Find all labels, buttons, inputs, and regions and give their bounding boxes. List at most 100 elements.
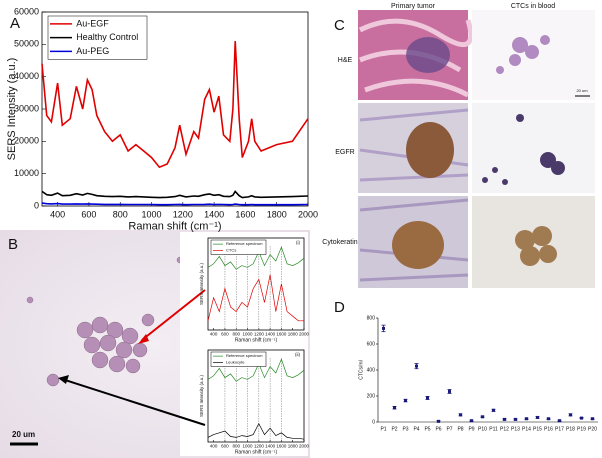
- cell-cluster: [26, 256, 184, 387]
- series-line: [207, 246, 305, 270]
- x-tick-label: 600: [221, 444, 229, 449]
- legend-label: Reference spectrum: [226, 353, 263, 358]
- y-tick-label: 0: [372, 419, 375, 425]
- y-tick-label: 200: [367, 393, 376, 399]
- arrow: [141, 289, 206, 341]
- panel-label: D: [334, 299, 345, 316]
- x-axis-label: Raman shift (cm⁻¹): [235, 450, 278, 456]
- data-point: [382, 326, 385, 330]
- plot-frame: [207, 237, 305, 331]
- legend-label: Au-EGF: [76, 18, 109, 28]
- x-tick-label: P1: [380, 426, 386, 432]
- y-axis-label: CTCs/ml: [358, 360, 364, 379]
- x-tick-label: 400: [50, 209, 65, 219]
- x-axis-label: Raman shift (cm⁻¹): [128, 221, 221, 233]
- data-point: [492, 408, 495, 412]
- data-point: [536, 415, 539, 419]
- column-header: Primary tumor: [391, 3, 436, 10]
- row-label: EGFR: [335, 149, 354, 156]
- y-tick-label: 400: [367, 367, 376, 373]
- data-point: [547, 417, 550, 421]
- y-tick-label: 30000: [14, 103, 39, 113]
- y-tick-label: 10000: [14, 168, 39, 178]
- x-tick-label: P7: [446, 426, 452, 432]
- scale-bar-label: 20 um: [12, 430, 35, 439]
- y-tick-label: 40000: [14, 71, 39, 81]
- data-point: [525, 417, 528, 421]
- x-tick-label: 800: [232, 444, 240, 449]
- legend-box: [210, 351, 267, 367]
- x-tick-label: 1000: [243, 444, 254, 449]
- arrow-head: [138, 334, 149, 344]
- micrograph-grid: [358, 10, 595, 288]
- y-axis-label: SERS Intensity (a.u.): [199, 262, 204, 305]
- data-point: [558, 419, 561, 423]
- data-point: [426, 396, 429, 400]
- x-tick-label: 1600: [276, 332, 287, 337]
- x-tick-label: P13: [511, 426, 520, 432]
- panel-label: A: [10, 15, 20, 32]
- series-line: [207, 422, 305, 440]
- x-tick-label: 1200: [254, 332, 265, 337]
- x-tick-label: P5: [424, 426, 430, 432]
- x-tick-label: P3: [402, 426, 408, 432]
- arrow-head: [58, 375, 69, 384]
- x-tick-label: 1800: [288, 332, 299, 337]
- x-tick-label: 1200: [254, 444, 265, 449]
- x-tick-label: P17: [555, 426, 564, 432]
- x-axis-label: Raman shift (cm⁻¹): [235, 338, 278, 344]
- y-tick-label: 60000: [14, 6, 39, 16]
- panel-label: B: [8, 236, 18, 253]
- x-tick-label: 600: [81, 209, 96, 219]
- data-point: [437, 419, 440, 423]
- row-label: Cytokeratin: [322, 239, 358, 246]
- y-axis-label: SERS Intensity (a.u.): [199, 374, 204, 417]
- x-tick-label: P6: [435, 426, 441, 432]
- x-tick-label: P2: [391, 426, 397, 432]
- x-tick-label: 1400: [265, 332, 276, 337]
- data-point: [415, 364, 418, 368]
- x-tick-label: 800: [113, 209, 128, 219]
- x-tick-label: P18: [566, 426, 575, 432]
- data-point: [404, 399, 407, 403]
- x-tick-label: P8: [457, 426, 463, 432]
- legend-label: Reference spectrum: [226, 241, 263, 246]
- y-tick-label: 50000: [14, 39, 39, 49]
- column-header: CTCs in blood: [511, 3, 555, 10]
- data-point: [470, 419, 473, 423]
- x-tick-label: P19: [577, 426, 586, 432]
- x-tick-label: P10: [478, 426, 487, 432]
- x-tick-label: P11: [489, 426, 498, 432]
- x-tick-label: P4: [413, 426, 419, 432]
- row-label: H&E: [338, 57, 353, 64]
- series-line: [41, 190, 309, 199]
- x-tick-label: 600: [221, 332, 229, 337]
- data-point: [393, 406, 396, 410]
- x-tick-label: P16: [544, 426, 553, 432]
- x-tick-label: P15: [533, 426, 542, 432]
- data-point: [481, 415, 484, 419]
- x-tick-label: 2000: [299, 444, 310, 449]
- x-tick-label: 1600: [235, 209, 255, 219]
- data-point: [459, 413, 462, 417]
- x-tick-label: 1000: [142, 209, 162, 219]
- data-point: [448, 389, 451, 393]
- series-line: [207, 274, 304, 322]
- panel-label: C: [334, 17, 345, 34]
- x-tick-label: 1800: [267, 209, 287, 219]
- y-tick-label: 600: [367, 341, 376, 347]
- x-tick-label: 1400: [204, 209, 224, 219]
- x-tick-label: 2000: [298, 209, 318, 219]
- inset-title: (i): [296, 240, 300, 245]
- y-axis-label: SERS Intensity (a.u.): [6, 58, 18, 161]
- data-point: [514, 417, 517, 421]
- inset-title: (ii): [295, 352, 300, 357]
- y-tick-label: 0: [34, 200, 39, 210]
- x-tick-label: 1000: [243, 332, 254, 337]
- y-tick-label: 20000: [14, 136, 39, 146]
- data-point: [569, 413, 572, 417]
- data-point: [580, 416, 583, 420]
- x-tick-label: 2000: [299, 332, 310, 337]
